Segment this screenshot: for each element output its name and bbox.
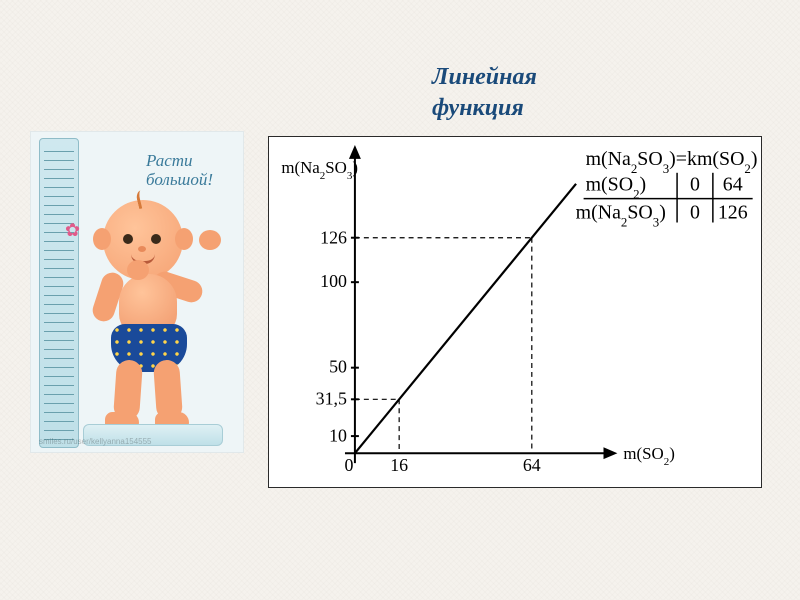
title-line1: Линейная [432,64,537,90]
caption-line2: большой! [146,170,213,189]
decorative-illustration: ✿ Расти большой! smiles.ru/user/kellyann… [30,131,244,453]
watermark: smiles.ru/user/kellyanna154555 [39,437,152,446]
baby-hand [127,260,149,280]
plot-line [355,184,576,453]
table-row2-v1: 0 [690,202,700,224]
baby-hand [199,230,221,250]
slide-title: Линейная функция [432,62,537,124]
ytick-126: 126 [320,227,347,247]
xtick-64: 64 [523,455,541,475]
caption: Расти большой! [146,152,213,189]
ytick-10: 10 [329,425,347,445]
equation-table: m(SO2) 0 64 m(Na2SO3) 0 126 [576,173,753,229]
y-axis [349,145,361,463]
table-row1-label: m(SO2) [586,174,647,202]
flower-icon: ✿ [65,220,80,241]
caption-line1: Расти [146,151,193,170]
table-row2-v2: 126 [718,202,748,224]
xtick-16: 16 [390,455,408,475]
linear-function-chart: 10 31,5 50 100 126 0 16 64 m(Na2SO3) m(S… [268,136,762,488]
x-axis [345,447,617,459]
equation: m(Na2SO3)=km(SO2) [586,148,758,176]
table-row2-label: m(Na2SO3) [576,202,666,230]
ytick-50: 50 [329,357,347,377]
xtick-0: 0 [344,455,353,475]
y-axis-label: m(Na2SO3) [281,158,358,182]
title-line2: функция [432,95,524,121]
ruler-icon [39,138,79,448]
table-row1-v2: 64 [723,174,743,196]
ytick-100: 100 [320,271,347,291]
x-axis-label: m(SO2) [623,444,674,468]
table-row1-v1: 0 [690,174,700,196]
chart-svg: 10 31,5 50 100 126 0 16 64 m(Na2SO3) m(S… [269,137,761,487]
ytick-31p5: 31,5 [316,388,347,408]
